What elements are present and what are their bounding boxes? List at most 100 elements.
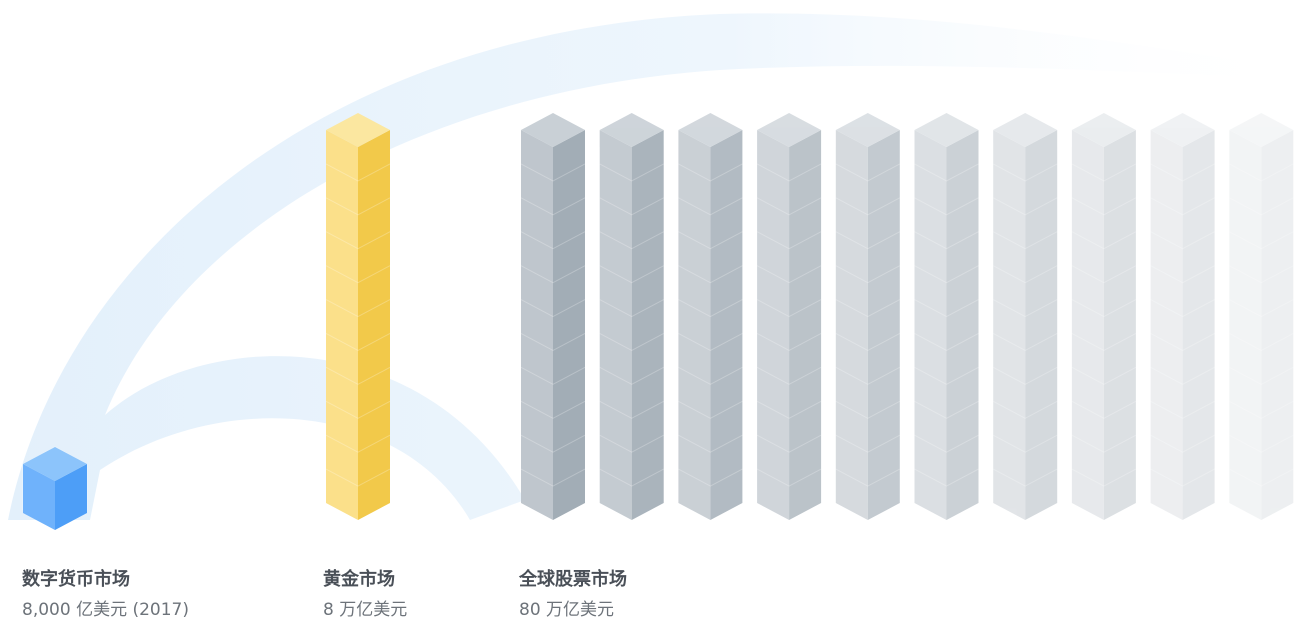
column-seam — [835, 366, 901, 385]
column-seam — [1071, 468, 1137, 487]
column-seam — [1229, 468, 1294, 487]
column-seam — [599, 265, 664, 284]
column-seam — [756, 366, 822, 385]
column-seam — [914, 299, 979, 318]
column-right — [1025, 130, 1058, 520]
column-seam — [1071, 265, 1137, 284]
column-top — [1071, 113, 1136, 147]
column-seam — [599, 333, 664, 352]
column-seam — [678, 434, 743, 453]
column-seam — [1229, 333, 1294, 352]
column-seam — [992, 163, 1058, 182]
item-title: 数字货币市场 — [22, 569, 130, 590]
column-seam — [325, 265, 391, 284]
column-seam — [992, 468, 1058, 487]
column-seam — [1229, 231, 1294, 250]
column-top — [521, 113, 585, 147]
column-seam — [1071, 400, 1137, 419]
column-top — [757, 113, 822, 147]
column-seam — [835, 163, 901, 182]
column-seam — [1071, 299, 1137, 318]
column-left — [326, 130, 358, 520]
column-seam — [520, 265, 586, 284]
column-seam — [325, 231, 391, 250]
column — [756, 113, 822, 520]
column-left — [678, 130, 711, 520]
column-top — [23, 447, 87, 481]
column-left — [993, 130, 1026, 520]
column-seam — [1071, 231, 1137, 250]
column-seam — [520, 468, 586, 487]
column-seam — [1150, 366, 1215, 385]
item-value: 8 万亿美元 — [323, 600, 408, 620]
column-seam — [1229, 163, 1294, 182]
column-seam — [992, 231, 1058, 250]
column-seam — [325, 468, 391, 487]
column-right — [55, 464, 87, 530]
column-seam — [914, 231, 979, 250]
column-seam — [1071, 333, 1137, 352]
column-seam — [914, 265, 979, 284]
column-seam — [325, 197, 391, 216]
column-right — [1261, 130, 1294, 520]
column-seam — [599, 468, 664, 487]
column-top — [599, 113, 664, 147]
column-seam — [1150, 468, 1215, 487]
column-seam — [1150, 400, 1215, 419]
column-seam — [599, 366, 664, 385]
column-seam — [835, 468, 901, 487]
column-seam — [678, 163, 743, 182]
column-left — [23, 464, 55, 530]
column-left — [521, 130, 553, 520]
column-seam — [599, 231, 664, 250]
column-seam — [520, 231, 586, 250]
column-seam — [1150, 265, 1215, 284]
column-seam — [1229, 299, 1294, 318]
column-top — [326, 113, 390, 147]
column-top — [1229, 113, 1294, 147]
column — [914, 113, 979, 520]
column-seam — [520, 333, 586, 352]
column-seam — [914, 434, 979, 453]
column-seam — [756, 299, 822, 318]
column-top — [835, 113, 900, 147]
column-seam — [599, 197, 664, 216]
column-seam — [599, 163, 664, 182]
column-seam — [1071, 163, 1137, 182]
column-seam — [992, 299, 1058, 318]
column-seam — [678, 468, 743, 487]
column-seam — [678, 400, 743, 419]
column-left — [835, 130, 868, 520]
column-seam — [1071, 197, 1137, 216]
column-seam — [756, 400, 822, 419]
column-right — [789, 130, 822, 520]
item-value: 8,000 亿美元 (2017) — [22, 600, 190, 620]
column-seam — [992, 366, 1058, 385]
column-seam — [1229, 265, 1294, 284]
column — [992, 113, 1058, 520]
column-seam — [678, 197, 743, 216]
column — [1071, 113, 1137, 520]
column — [1229, 113, 1294, 520]
column-seam — [756, 468, 822, 487]
column-seam — [678, 333, 743, 352]
column-seam — [1150, 434, 1215, 453]
column-seam — [835, 197, 901, 216]
column-seam — [1150, 333, 1215, 352]
column-seam — [756, 265, 822, 284]
column-left — [757, 130, 790, 520]
column-left — [1229, 130, 1262, 520]
column-seam — [1229, 434, 1294, 453]
column-seam — [1150, 231, 1215, 250]
column-seam — [1071, 366, 1137, 385]
column — [599, 113, 664, 520]
column-left — [599, 130, 632, 520]
column-seam — [992, 333, 1058, 352]
item-title: 全球股票市场 — [519, 569, 627, 590]
column-seam — [520, 400, 586, 419]
column-seam — [914, 400, 979, 419]
column-seam — [599, 400, 664, 419]
column-seam — [520, 434, 586, 453]
